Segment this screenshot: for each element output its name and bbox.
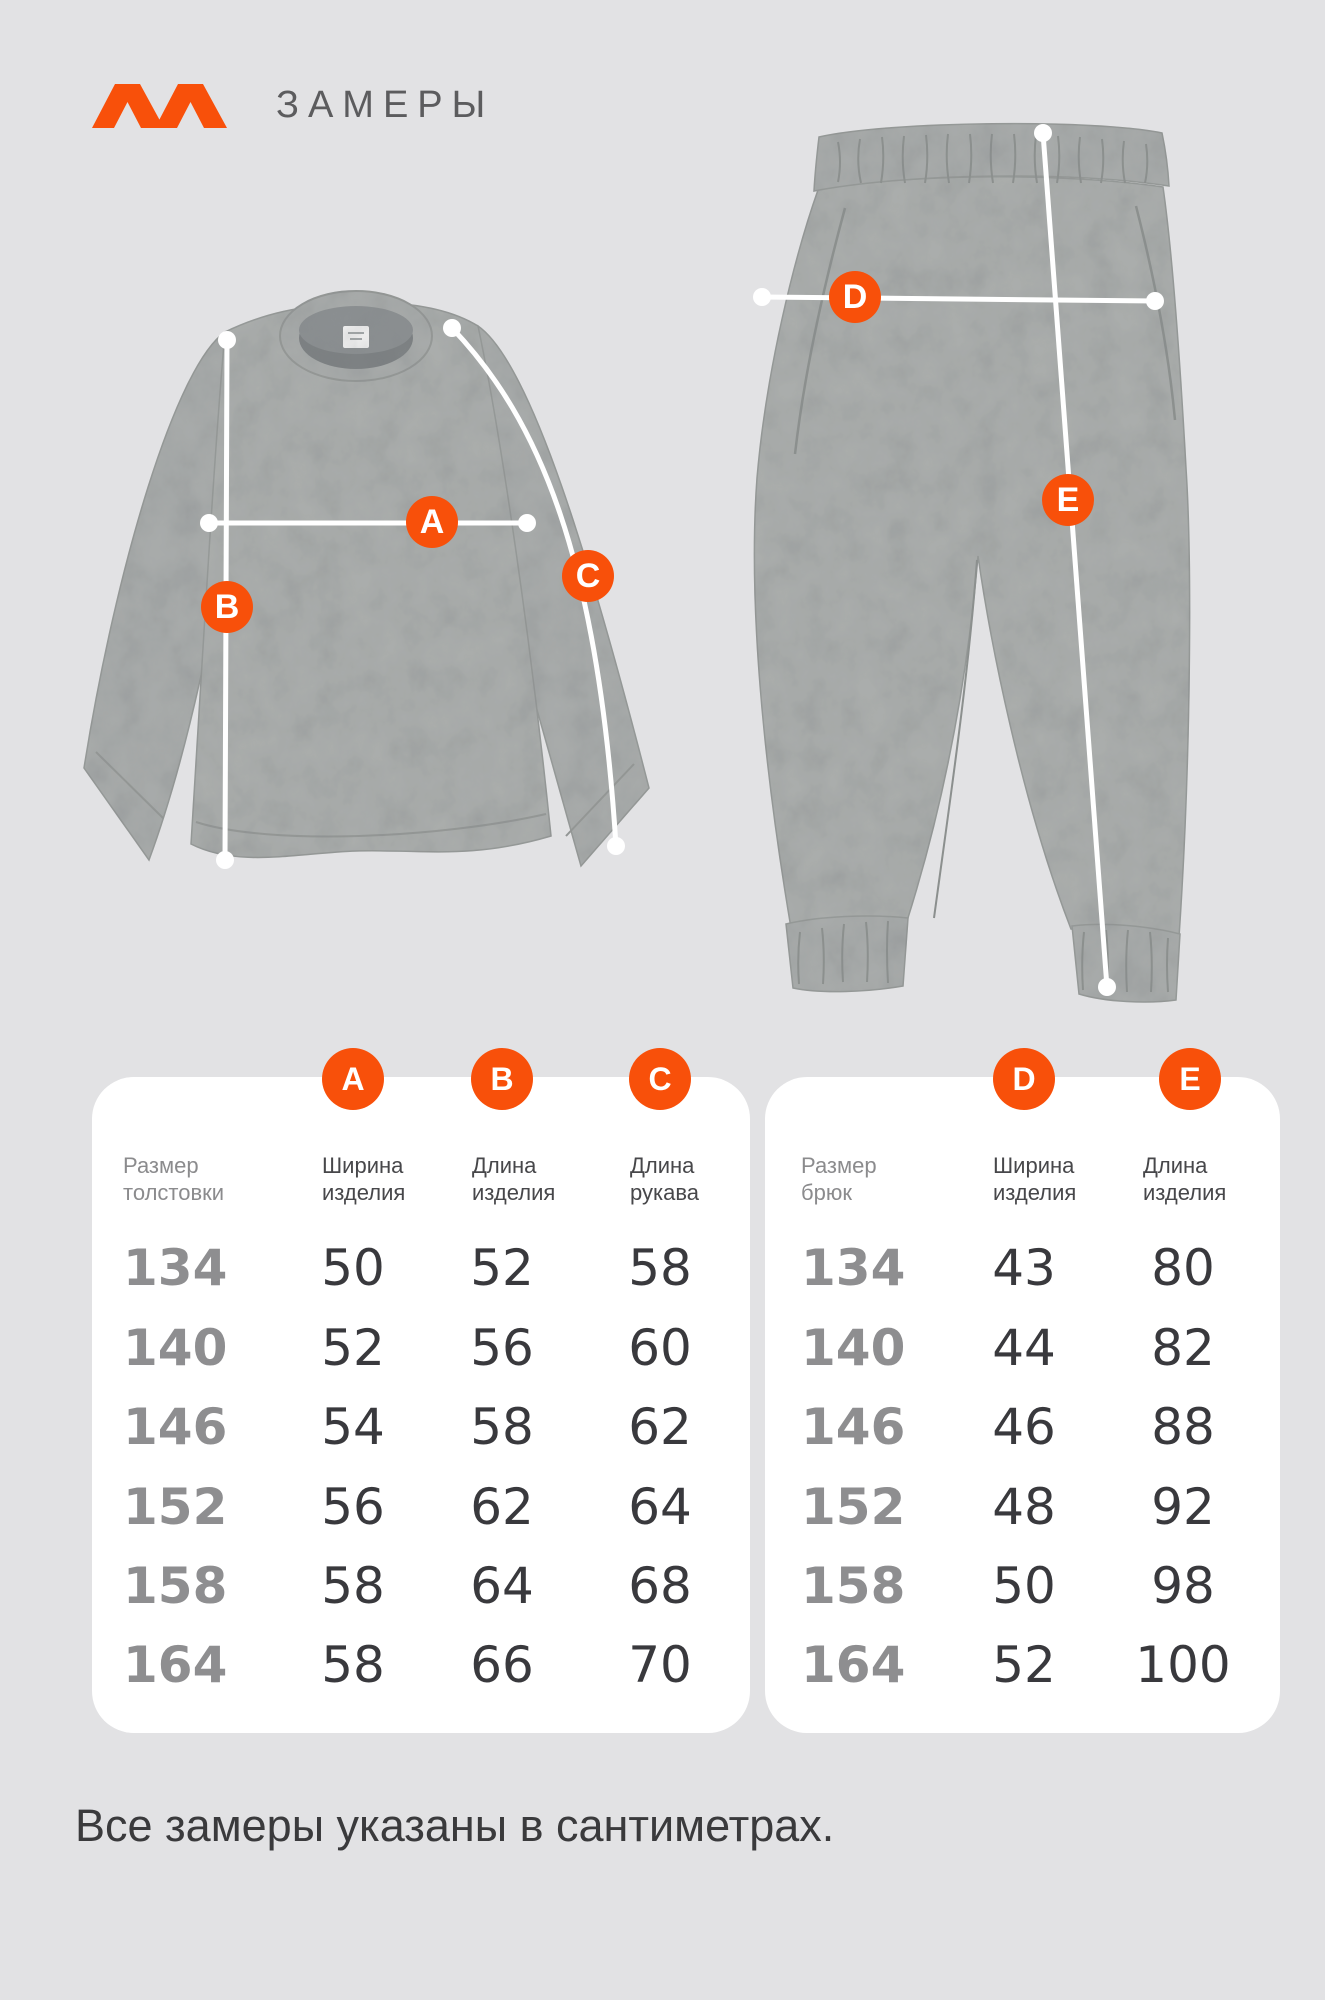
marker-badge-e: E: [1042, 474, 1094, 526]
table-cell-size: 140: [123, 1319, 228, 1377]
marker-badge-c: C: [562, 550, 614, 602]
table-cell: 62: [628, 1398, 692, 1456]
measure-line-d: [759, 294, 1158, 304]
table-cell: 58: [321, 1636, 385, 1694]
table-cell: 82: [1151, 1319, 1215, 1377]
table-cell: 58: [321, 1557, 385, 1615]
table-cell: 92: [1151, 1478, 1215, 1536]
table-badge-a: A: [322, 1048, 384, 1110]
table-cell: 100: [1135, 1636, 1231, 1694]
table-cell: 64: [470, 1557, 534, 1615]
footnote: Все замеры указаны в сантиметрах.: [75, 1800, 835, 1851]
table-cell: 60: [628, 1319, 692, 1377]
table-badge-d: D: [993, 1048, 1055, 1110]
table-cell: 68: [628, 1557, 692, 1615]
neck-label-tag: [343, 326, 369, 348]
table-cell-size: 134: [801, 1239, 906, 1297]
brand-logo-icon: [92, 84, 227, 128]
page-title: ЗАМЕРЫ: [276, 84, 495, 126]
table-cell: 48: [992, 1478, 1056, 1536]
table-cell-size: 152: [801, 1478, 906, 1536]
table-cell: 44: [992, 1319, 1056, 1377]
pants-image: [753, 122, 1191, 1003]
table-cell-size: 164: [801, 1636, 906, 1694]
table-cell: 58: [470, 1398, 534, 1456]
table-cell-size: 158: [123, 1557, 228, 1615]
measurement-line-dots: [200, 124, 1164, 996]
table-cell-size: 146: [801, 1398, 906, 1456]
table-badge-b: B: [471, 1048, 533, 1110]
table-cell: 98: [1151, 1557, 1215, 1615]
size-table-pants: [765, 1077, 1280, 1733]
table-cell: 50: [992, 1557, 1056, 1615]
table-cell: 70: [628, 1636, 692, 1694]
table-cell-size: 146: [123, 1398, 228, 1456]
pants-length-column-header: Длина изделия: [1143, 1153, 1227, 1205]
sweatshirt-image: [83, 290, 650, 868]
measure-line-c: [449, 325, 619, 849]
table-cell: 56: [321, 1478, 385, 1536]
hoodie-sleeve-column-header: Длина рукава: [630, 1153, 700, 1205]
table-cell: 54: [321, 1398, 385, 1456]
table-cell: 43: [992, 1239, 1056, 1297]
table-cell-size: 164: [123, 1636, 228, 1694]
garments-illustration: [83, 84, 1191, 1003]
hoodie-width-column-header: Ширина изделия: [322, 1153, 406, 1205]
marker-badge-d: D: [829, 271, 881, 323]
cuff-gathers: [797, 920, 1169, 993]
table-cell: 64: [628, 1478, 692, 1536]
table-cell: 66: [470, 1636, 534, 1694]
marker-badge-b: B: [201, 581, 253, 633]
table-cell-size: 134: [123, 1239, 228, 1297]
waistband-gathers: [837, 133, 1149, 184]
table-cell: 58: [628, 1239, 692, 1297]
measure-line-e: [1040, 130, 1110, 990]
table-cell: 46: [992, 1398, 1056, 1456]
table-cell: 62: [470, 1478, 534, 1536]
table-cell: 56: [470, 1319, 534, 1377]
pants-size-column-header: Размер брюк: [801, 1153, 877, 1205]
size-table-hoodie: [92, 1077, 750, 1733]
hoodie-length-column-header: Длина изделия: [472, 1153, 556, 1205]
table-cell-size: 140: [801, 1319, 906, 1377]
pants-width-column-header: Ширина изделия: [993, 1153, 1077, 1205]
hoodie-size-column-header: Размер толстовки: [123, 1153, 225, 1205]
table-cell: 50: [321, 1239, 385, 1297]
table-badge-c: C: [629, 1048, 691, 1110]
table-cell: 88: [1151, 1398, 1215, 1456]
table-cell-size: 152: [123, 1478, 228, 1536]
marker-badge-a: A: [406, 496, 458, 548]
table-cell: 52: [992, 1636, 1056, 1694]
table-badge-e: E: [1159, 1048, 1221, 1110]
table-cell: 52: [321, 1319, 385, 1377]
table-cell: 52: [470, 1239, 534, 1297]
table-cell-size: 158: [801, 1557, 906, 1615]
table-cell: 80: [1151, 1239, 1215, 1297]
